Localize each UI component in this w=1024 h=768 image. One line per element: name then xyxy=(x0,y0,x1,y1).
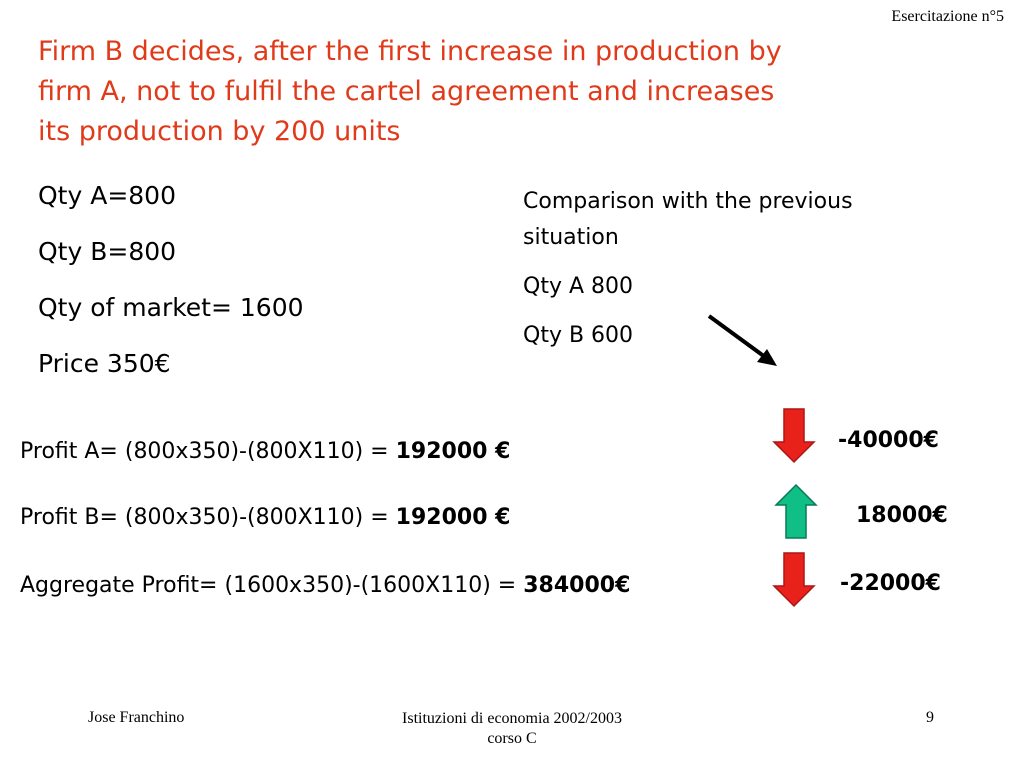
price-item: Price 350€ xyxy=(38,349,171,378)
page-number: 9 xyxy=(926,709,934,726)
profit-b-formula: Profit B= (800x350)-(800X110) = xyxy=(20,505,396,530)
profit-a-formula: Profit A= (800x350)-(800X110) = xyxy=(20,439,396,464)
down-arrow-icon xyxy=(772,552,816,608)
profit-b-change: 18000€ xyxy=(856,503,948,528)
diagonal-arrow-icon xyxy=(707,314,777,366)
aggregate-profit-result: 384000€ xyxy=(523,573,631,598)
profit-a-result: 192000 € xyxy=(395,439,511,464)
footer-course: Istituzioni di economia 2002/2003 corso … xyxy=(362,709,662,749)
title-line: Firm B decides, after the first increase… xyxy=(38,36,782,67)
aggregate-profit-change: -22000€ xyxy=(840,571,941,596)
aggregate-profit-formula: Aggregate Profit= (1600x350)-(1600X110) … xyxy=(20,573,524,598)
down-arrow-icon xyxy=(772,408,816,464)
comparison-heading-line: situation xyxy=(523,225,619,250)
slide-title: Firm B decides, after the first increase… xyxy=(38,32,968,152)
title-line: firm A, not to fulfil the cartel agreeme… xyxy=(38,76,775,107)
qty-a-item: Qty A=800 xyxy=(38,181,176,210)
comparison-heading: Comparison with the previous situation xyxy=(523,184,853,256)
profit-a-change: -40000€ xyxy=(838,428,939,453)
qty-b-item: Qty B=800 xyxy=(38,237,177,266)
slide-header-note: Esercitazione n°5 xyxy=(891,8,1004,25)
comparison-heading-line: Comparison with the previous xyxy=(523,189,853,214)
footer-course-line: corso C xyxy=(487,730,537,747)
title-line: its production by 200 units xyxy=(38,116,401,147)
aggregate-profit-row: Aggregate Profit= (1600x350)-(1600X110) … xyxy=(20,571,630,601)
footer-author: Jose Franchino xyxy=(88,709,185,726)
comparison-block: Comparison with the previous situation Q… xyxy=(523,184,853,354)
profit-a-row: Profit A= (800x350)-(800X110) = 192000 € xyxy=(20,437,510,467)
comparison-qty-a: Qty A 800 xyxy=(523,274,633,299)
footer-course-line: Istituzioni di economia 2002/2003 xyxy=(402,710,622,727)
qty-market-item: Qty of market= 1600 xyxy=(38,293,304,322)
up-arrow-icon xyxy=(774,483,818,539)
profit-b-row: Profit B= (800x350)-(800X110) = 192000 € xyxy=(20,503,510,533)
profit-b-result: 192000 € xyxy=(395,505,511,530)
quantity-list: Qty A=800 Qty B=800 Qty of market= 1600 … xyxy=(38,176,304,400)
comparison-qty-b: Qty B 600 xyxy=(523,323,634,348)
